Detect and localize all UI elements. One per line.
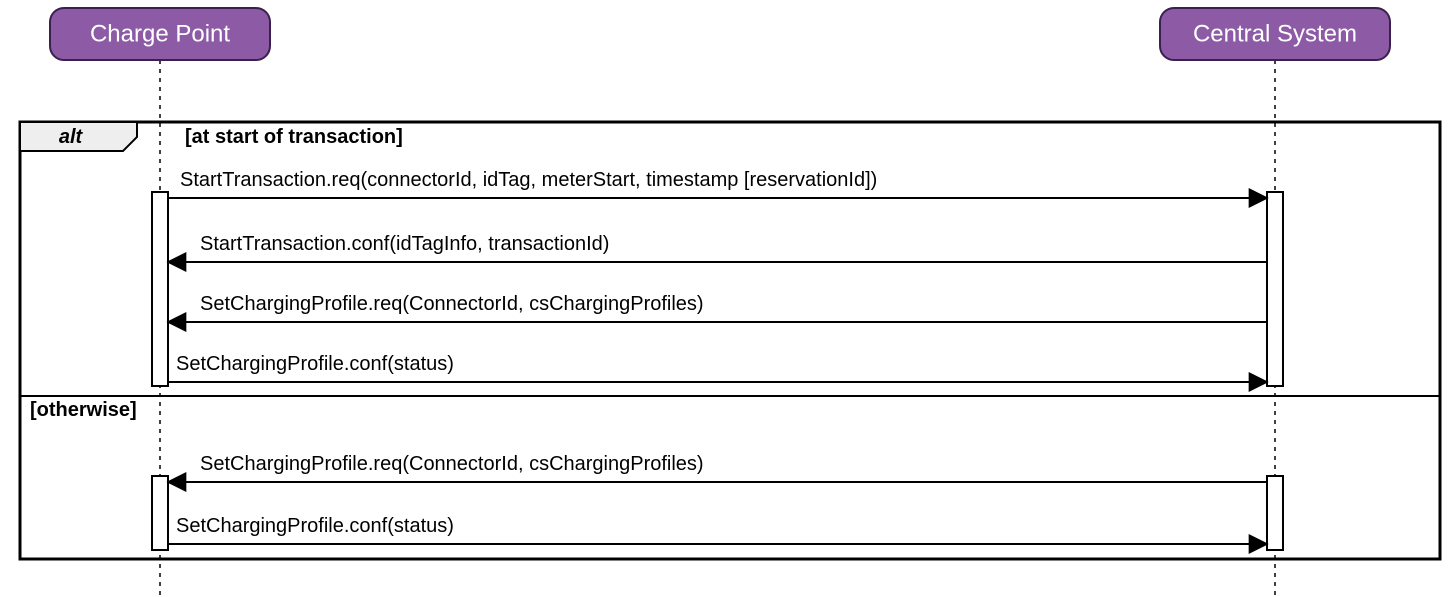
message-label-2: SetChargingProfile.req(ConnectorId, csCh… (200, 293, 704, 315)
sequence-diagram: alt [at start of transaction] [otherwise] S… (0, 0, 1448, 597)
activation-central-system-1 (1267, 192, 1283, 386)
alt-guard-0: [at start of transaction] (185, 126, 403, 148)
activation-charge-point-2 (152, 476, 168, 550)
message-label-4: SetChargingProfile.req(ConnectorId, csCh… (200, 453, 704, 475)
message-label-0: StartTransaction.req(connectorId, idTag,… (180, 169, 877, 191)
message-label-1: StartTransaction.conf(idTagInfo, transac… (200, 233, 609, 255)
participant-label-charge-point: Charge Point (90, 20, 230, 47)
participant-label-central-system: Central System (1193, 20, 1357, 47)
message-label-3: SetChargingProfile.conf(status) (176, 353, 454, 375)
message-label-5: SetChargingProfile.conf(status) (176, 515, 454, 537)
activation-charge-point-0 (152, 192, 168, 386)
alt-frame-label: alt (59, 126, 84, 148)
alt-guard-1: [otherwise] (30, 399, 137, 421)
activation-central-system-3 (1267, 476, 1283, 550)
